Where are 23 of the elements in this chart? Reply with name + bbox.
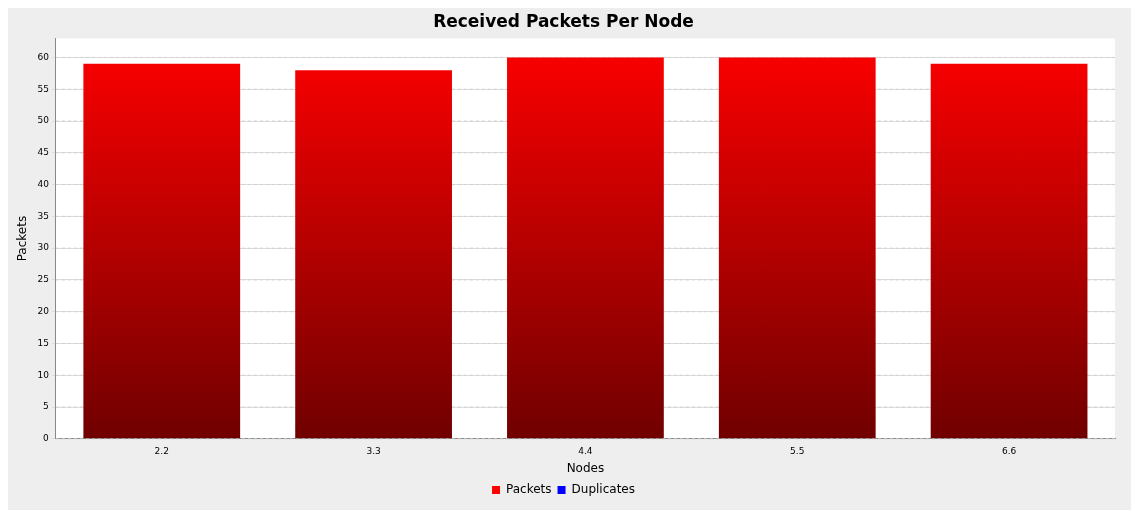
x-axis-title: Nodes bbox=[566, 460, 605, 475]
y-tick-label: 60 bbox=[37, 51, 50, 62]
x-tick-label: 6.6 bbox=[1001, 445, 1017, 456]
y-tick-label: 0 bbox=[43, 433, 50, 444]
y-axis-title: Packets bbox=[15, 215, 30, 262]
x-tick-label: 3.3 bbox=[366, 445, 381, 456]
y-tick-label: 15 bbox=[37, 337, 49, 348]
x-tick-label: 4.4 bbox=[578, 445, 593, 456]
chart-title: Received Packets Per Node bbox=[433, 10, 694, 31]
y-tick-label: 5 bbox=[43, 401, 49, 412]
legend-label: Duplicates bbox=[571, 482, 635, 497]
y-tick-label: 30 bbox=[37, 242, 50, 253]
x-tick-label: 5.5 bbox=[790, 445, 805, 456]
y-tick-label: 20 bbox=[37, 306, 50, 317]
y-tick-label: 10 bbox=[37, 369, 50, 380]
y-tick-label: 40 bbox=[37, 178, 50, 189]
y-tick-label: 55 bbox=[37, 83, 49, 94]
y-tick-label: 50 bbox=[37, 115, 50, 126]
y-tick-label: 35 bbox=[37, 210, 49, 221]
y-tick-label: 45 bbox=[37, 147, 49, 158]
legend-label: Packets bbox=[506, 482, 552, 497]
y-tick-label: 25 bbox=[37, 274, 49, 285]
x-tick-label: 2.2 bbox=[154, 445, 169, 456]
